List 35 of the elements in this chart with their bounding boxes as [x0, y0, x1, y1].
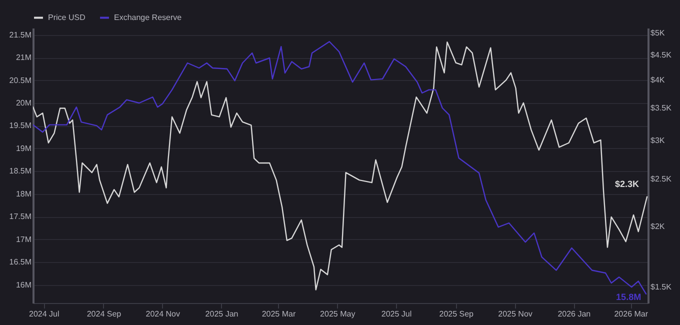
y-tick-label: 19M — [16, 144, 32, 153]
y-tick-label: 17M — [16, 234, 32, 244]
y-tick-label: 18M — [16, 189, 32, 198]
y-tick-label: 21M — [16, 53, 32, 62]
y2-tick-label: $4K — [650, 76, 666, 85]
x-tick-label: 2025 Jul — [381, 310, 412, 318]
data-label: $2.3K — [615, 178, 640, 189]
data-label: 15.8M — [616, 292, 642, 302]
x-tick-label: 2025 Jan — [205, 310, 238, 318]
y-tick-label: 18.5M — [9, 166, 32, 176]
y-tick-label: 16.5M — [9, 258, 32, 267]
legend-label: Price USD — [48, 12, 86, 22]
y-tick-label: 21.5M — [9, 30, 32, 40]
y-tick-label: 16M — [16, 280, 32, 290]
x-tick-label: 2024 Sep — [86, 310, 122, 318]
y2-tick-label: $3K — [650, 136, 666, 146]
x-tick-label: 2026 Mar — [614, 310, 648, 318]
y-tick-label: 17.5M — [9, 212, 32, 222]
y-tick-label: 20M — [16, 98, 32, 108]
x-tick-label: 2025 Mar — [262, 310, 296, 318]
x-tick-label: 2024 Nov — [146, 310, 180, 318]
x-tick-label: 2026 Jan — [558, 310, 591, 318]
x-tick-label: 2025 Nov — [498, 310, 532, 318]
y2-tick-label: $1.5K — [650, 282, 672, 292]
y2-tick-label: $4.5K — [650, 50, 672, 60]
legend-label: Exchange Reserve — [114, 12, 182, 22]
x-tick-label: 2025 May — [320, 310, 356, 318]
y-tick-label: 20.5M — [9, 76, 32, 85]
y2-tick-label: $5K — [650, 28, 666, 38]
y2-tick-label: $2K — [650, 222, 666, 231]
x-tick-label: 2024 Jul — [28, 310, 60, 318]
y2-tick-label: $3.5K — [650, 104, 672, 113]
y2-tick-label: $2.5K — [650, 174, 672, 184]
x-tick-label: 2025 Sep — [439, 310, 474, 318]
y-tick-label: 19.5M — [9, 121, 32, 130]
